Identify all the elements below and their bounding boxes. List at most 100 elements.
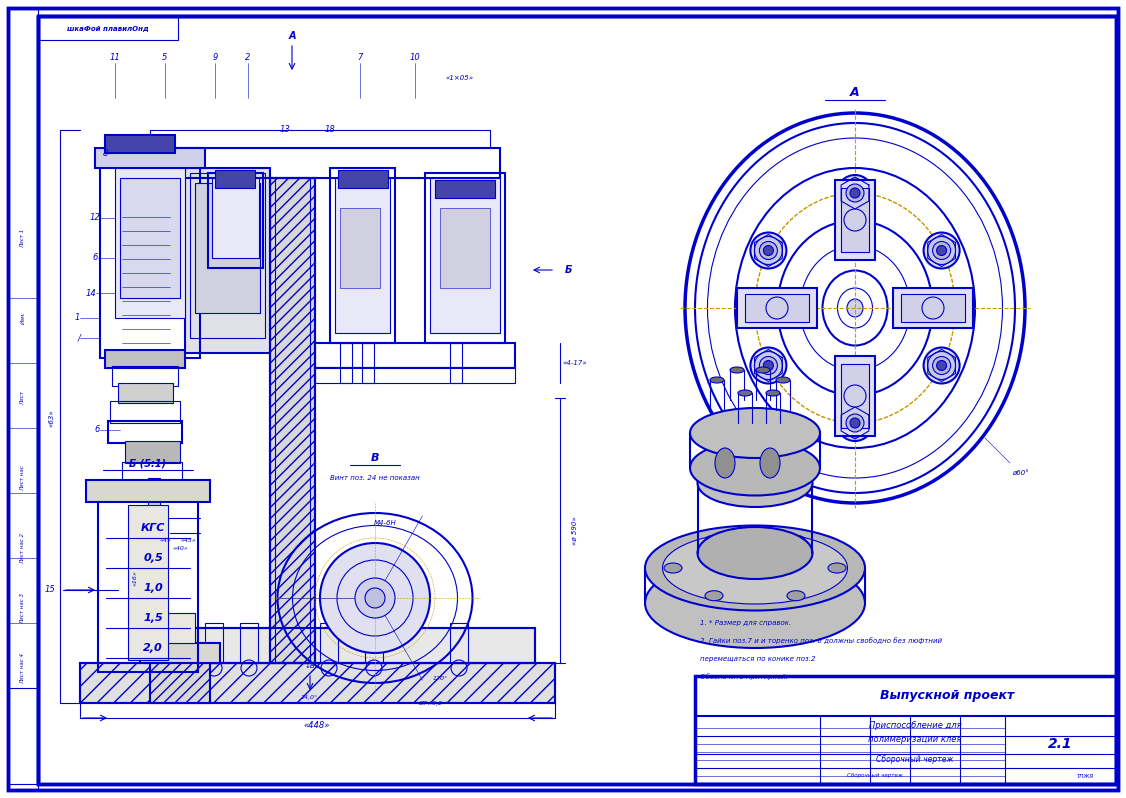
Ellipse shape	[932, 242, 950, 259]
Ellipse shape	[730, 367, 744, 373]
Bar	[315, 367, 515, 383]
Text: «4»: «4»	[159, 538, 171, 543]
Ellipse shape	[928, 236, 956, 264]
Text: 7: 7	[357, 53, 363, 62]
Ellipse shape	[759, 242, 777, 259]
Text: 2. Гайки поз.7 и и торенко поз. 6 должны свободно без люфтний: 2. Гайки поз.7 и и торенко поз. 6 должны…	[700, 638, 942, 645]
Ellipse shape	[787, 535, 805, 545]
Bar	[115, 168, 185, 318]
Bar	[111, 366, 178, 386]
Bar	[270, 178, 315, 663]
Text: Сборочный чертеж: Сборочный чертеж	[847, 773, 903, 779]
Bar	[430, 178, 500, 333]
Bar	[128, 505, 168, 660]
Text: 8: 8	[102, 148, 108, 157]
Ellipse shape	[664, 563, 682, 573]
Text: Лист нас 4: Лист нас 4	[20, 653, 26, 684]
Text: Лист нас: Лист нас	[20, 465, 26, 491]
Bar	[320, 623, 338, 663]
Bar	[95, 148, 205, 168]
Bar	[118, 383, 173, 403]
Ellipse shape	[923, 347, 959, 384]
Ellipse shape	[754, 351, 783, 380]
Text: «4-17»: «4-17»	[563, 360, 588, 366]
Bar	[185, 168, 270, 353]
Bar	[841, 188, 869, 252]
Ellipse shape	[837, 175, 873, 211]
Bar	[140, 643, 220, 663]
Bar	[835, 356, 875, 436]
Bar	[8, 8, 38, 790]
Ellipse shape	[763, 361, 774, 370]
Bar	[125, 441, 180, 463]
Ellipse shape	[705, 535, 723, 545]
Text: 120°: 120°	[432, 675, 447, 681]
Bar	[336, 178, 390, 333]
Text: 1,5: 1,5	[143, 613, 163, 623]
Text: Приспособление для: Приспособление для	[868, 721, 962, 730]
Ellipse shape	[759, 357, 777, 374]
Text: 5: 5	[162, 53, 168, 62]
Bar	[738, 288, 817, 328]
Text: 1,0: 1,0	[143, 583, 163, 593]
Bar	[150, 663, 211, 703]
Bar	[435, 180, 495, 198]
Ellipse shape	[750, 232, 786, 268]
Text: М4-6Н: М4-6Н	[374, 520, 396, 526]
Ellipse shape	[645, 526, 865, 610]
Ellipse shape	[760, 448, 780, 478]
Ellipse shape	[928, 351, 956, 380]
Ellipse shape	[937, 361, 947, 370]
Bar	[330, 168, 395, 343]
Bar	[80, 663, 555, 703]
Text: 9: 9	[213, 53, 217, 62]
Text: В: В	[370, 453, 379, 463]
Bar	[450, 623, 468, 663]
Bar	[361, 343, 374, 383]
Bar	[195, 628, 535, 663]
Ellipse shape	[690, 440, 820, 496]
Ellipse shape	[756, 367, 770, 373]
Bar	[86, 480, 211, 502]
Text: 1: 1	[74, 314, 80, 322]
Bar	[120, 178, 180, 298]
Ellipse shape	[690, 408, 820, 458]
Ellipse shape	[846, 184, 864, 202]
Text: Винт поз. 24 не показан: Винт поз. 24 не показан	[330, 475, 420, 481]
Text: 11: 11	[109, 53, 120, 62]
Text: 18: 18	[324, 125, 336, 135]
Bar	[150, 130, 490, 148]
Bar	[195, 628, 535, 663]
Text: полимеризации клея: полимеризации клея	[868, 736, 962, 745]
Ellipse shape	[705, 591, 723, 601]
Bar	[270, 178, 315, 663]
Text: 12: 12	[89, 214, 100, 223]
Text: перемещаться по конике поз.2: перемещаться по конике поз.2	[700, 656, 815, 662]
Text: Ø7×0,2: Ø7×0,2	[418, 701, 443, 705]
Text: «1×05»: «1×05»	[446, 75, 474, 81]
Bar	[893, 288, 973, 328]
Text: /: /	[77, 334, 80, 342]
Text: 2: 2	[245, 53, 251, 62]
Ellipse shape	[841, 409, 869, 437]
Ellipse shape	[850, 418, 860, 428]
Bar	[901, 294, 965, 322]
Bar	[365, 623, 383, 663]
Text: «63»: «63»	[50, 409, 55, 427]
Ellipse shape	[766, 390, 780, 396]
Bar	[425, 173, 504, 343]
Bar	[38, 16, 178, 40]
Text: Обеспечить притиркой.: Обеспечить притиркой.	[700, 674, 788, 681]
Bar	[240, 623, 258, 663]
Ellipse shape	[697, 459, 813, 507]
Bar	[835, 180, 875, 260]
Ellipse shape	[846, 414, 864, 432]
Text: 24,0°: 24,0°	[302, 696, 319, 701]
Bar	[340, 343, 352, 383]
Text: Лист нас 2: Лист нас 2	[20, 532, 26, 563]
Ellipse shape	[923, 232, 959, 268]
Text: ↓В: ↓В	[305, 663, 315, 669]
Text: Сборочный чертеж: Сборочный чертеж	[876, 756, 954, 764]
Bar	[695, 676, 1116, 784]
Text: Изм.: Изм.	[20, 311, 26, 325]
